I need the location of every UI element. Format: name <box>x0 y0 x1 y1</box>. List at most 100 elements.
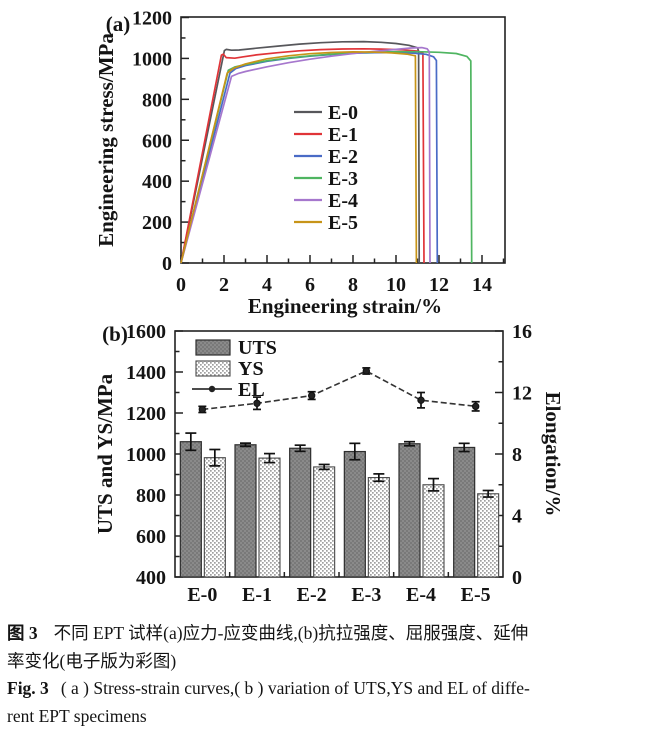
right-tick-label: 0 <box>512 567 522 589</box>
error-bar <box>240 442 252 448</box>
bar-UTS-E-0 <box>179 441 202 578</box>
caption-en-label: Fig. 3 <box>7 678 49 698</box>
error-bar <box>209 448 221 467</box>
left-tick-label: 1400 <box>126 362 166 384</box>
legend-swatch-UTS <box>195 339 231 356</box>
right-axis-title: Elongation/% <box>541 392 565 517</box>
legend-label-E-1: E-1 <box>328 124 358 146</box>
error-bar <box>264 452 276 464</box>
legend-label-E-0: E-0 <box>328 102 358 124</box>
curve-E-4 <box>180 46 431 264</box>
y-tick-label: 600 <box>142 130 172 152</box>
legend-label-E-2: E-2 <box>328 146 358 168</box>
el-line <box>202 370 476 411</box>
x-tick-label: 14 <box>472 274 492 296</box>
x-tick-label: 10 <box>386 274 406 296</box>
bar-UTS-E-2 <box>289 447 312 578</box>
bar-UTS-E-1 <box>234 444 257 578</box>
bar-UTS-E-4 <box>398 443 421 578</box>
y-tick-label: 800 <box>142 89 172 111</box>
error-bar <box>373 473 385 483</box>
el-marker <box>307 391 316 400</box>
uts-ys-el-chart: 400 600 800 1000 1200 1400 1600 0 4 8 12 16 E-0 E-1 E-… <box>93 321 565 606</box>
error-bar <box>349 442 361 461</box>
left-tick-label: 400 <box>136 567 166 589</box>
legend-label-E-5: E-5 <box>328 212 358 234</box>
right-tick-label: 8 <box>512 444 522 466</box>
legend-label-UTS: UTS <box>238 337 277 359</box>
left-tick-label: 1600 <box>126 321 166 343</box>
left-tick-label: 1000 <box>126 444 166 466</box>
left-tick-label: 800 <box>136 485 166 507</box>
curve-E-1 <box>180 47 425 264</box>
caption-zh-line1: 不同 EPT 试样(a)应力-应变曲线,(b)抗拉强度、屈服强度、延伸 <box>53 623 529 643</box>
right-tick-label: 4 <box>512 506 522 528</box>
axes-a <box>180 16 505 264</box>
x-tick-label: 4 <box>262 274 272 296</box>
curve-E-0 <box>180 40 421 264</box>
el-marker <box>417 396 425 404</box>
el-marker <box>253 399 261 407</box>
y-tick-label: 0 <box>162 253 172 275</box>
bar-UTS-E-5 <box>453 446 476 578</box>
caption-en-line2: rent EPT specimens <box>7 705 147 726</box>
caption-english: Fig. 3 ( a ) Stress-strain curves,( b ) v… <box>7 675 655 730</box>
error-bar <box>428 477 440 492</box>
legend-label-E-4: E-4 <box>328 190 358 212</box>
x-tick-label: 8 <box>348 274 358 296</box>
error-bar <box>294 444 306 453</box>
x-tick-label: 2 <box>219 274 229 296</box>
left-tick-label: 1200 <box>126 403 166 425</box>
panel-a-label: (a) <box>106 12 131 36</box>
bar-YS-E-2 <box>313 466 336 578</box>
category-label-E-2: E-2 <box>297 584 327 606</box>
stress-strain-chart: 0 2 4 6 8 10 12 14 0 200 400 600 800 1000 1200 Engineer… <box>94 8 506 318</box>
panel-b-label: (b) <box>102 322 128 346</box>
bar-YS-E-5 <box>477 493 500 578</box>
caption-en-line1: ( a ) Stress-strain curves,( b ) variati… <box>60 678 530 698</box>
legend-label-YS: YS <box>238 358 264 380</box>
x-tick-label: 6 <box>305 274 315 296</box>
legend-label-E-3: E-3 <box>328 168 358 190</box>
category-label-E-0: E-0 <box>187 584 217 606</box>
bar-YS-E-4 <box>422 484 445 578</box>
y-tick-label: 400 <box>142 171 172 193</box>
legend-swatch-YS <box>195 360 231 377</box>
x-tick-label: 12 <box>429 274 449 296</box>
curve-E-2 <box>180 51 439 264</box>
x-tick-label: 0 <box>176 274 186 296</box>
el-marker <box>471 402 480 411</box>
category-label-E-4: E-4 <box>406 584 436 606</box>
legend-marker-EL <box>208 385 216 393</box>
caption-zh-label: 图 3 <box>7 623 38 643</box>
right-tick-label: 16 <box>512 321 532 343</box>
curve-E-5 <box>180 51 418 264</box>
right-tick-label: 12 <box>512 383 532 405</box>
left-tick-label: 600 <box>136 526 166 548</box>
error-bar <box>318 463 330 471</box>
y-axis-title-a: Engineering stress/MPa <box>94 33 118 247</box>
caption-chinese: 图 3 不同 EPT 试样(a)应力-应变曲线,(b)抗拉强度、屈服强度、延伸率变… <box>7 620 655 675</box>
y-tick-label: 1200 <box>132 8 172 30</box>
y-tick-label: 1000 <box>132 48 172 70</box>
caption-zh-line2: 率变化(电子版为彩图) <box>7 650 177 671</box>
bar-YS-E-1 <box>258 457 281 578</box>
bar-UTS-E-3 <box>343 450 366 578</box>
category-label-E-5: E-5 <box>461 584 491 606</box>
legend-label-EL: EL <box>238 379 265 401</box>
figure-caption: 图 3 不同 EPT 试样(a)应力-应变曲线,(b)抗拉强度、屈服强度、延伸率变… <box>0 620 663 730</box>
bar-YS-E-3 <box>367 477 390 578</box>
left-axis-title: UTS and YS/MPa <box>93 373 117 534</box>
x-axis-title-a: Engineering strain/% <box>248 294 442 318</box>
bar-YS-E-0 <box>203 457 226 578</box>
y-tick-label: 200 <box>142 212 172 234</box>
el-marker <box>198 405 207 414</box>
error-bar <box>185 432 197 452</box>
category-label-E-3: E-3 <box>351 584 381 606</box>
el-marker <box>362 367 371 375</box>
error-bar <box>404 440 416 447</box>
category-label-E-1: E-1 <box>242 584 272 606</box>
error-bar <box>482 489 494 498</box>
error-bar <box>458 442 470 453</box>
